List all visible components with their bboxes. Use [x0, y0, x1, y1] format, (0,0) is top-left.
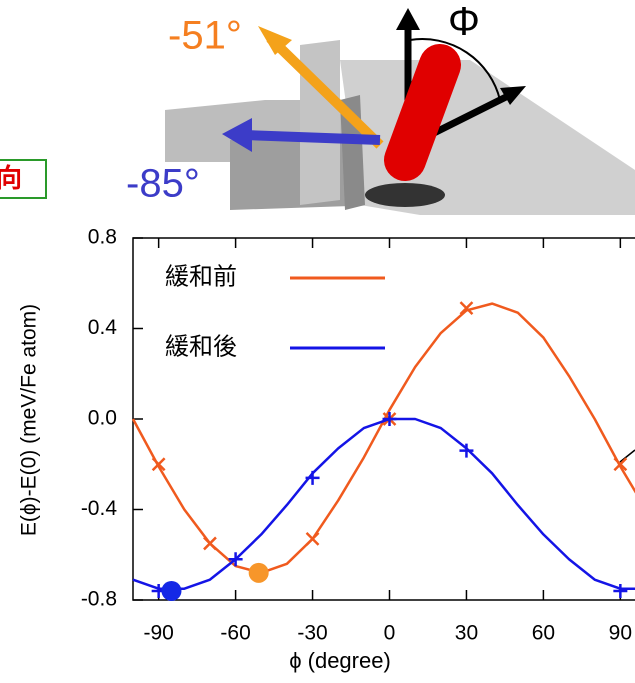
legend-label: 緩和後	[165, 333, 237, 360]
phi-label: Φ	[448, 0, 480, 44]
x-tick-label: 0	[384, 622, 396, 645]
y-tick-label: 0.8	[88, 226, 117, 249]
angle-label: -51°	[168, 14, 242, 58]
x-tick-label: 60	[532, 622, 555, 645]
note-text: 向	[0, 163, 22, 193]
point-marker	[204, 537, 216, 549]
y-axis-label: E(ϕ)-E(0) (meV/Fe atom)	[18, 304, 41, 536]
x-tick-label: -60	[220, 622, 250, 645]
y-tick-label: 0.4	[88, 316, 118, 339]
x-tick-label: -30	[297, 622, 327, 645]
x-tick-label: 30	[455, 622, 478, 645]
x-axis-label: ϕ (degree)	[289, 648, 391, 673]
x-tick-label: -90	[143, 622, 173, 645]
legend-label: 緩和前	[165, 263, 237, 290]
highlight-point	[161, 581, 181, 601]
leader	[620, 450, 635, 462]
y-tick-label: 0.0	[88, 407, 117, 430]
y-tick-label: -0.8	[81, 588, 117, 611]
x-tick-label: 90	[609, 622, 632, 645]
y-tick-label: -0.4	[81, 497, 118, 520]
curve	[133, 419, 635, 589]
point-marker	[307, 533, 319, 545]
highlight-point	[249, 563, 269, 583]
angle-label: -85°	[126, 162, 200, 206]
point-marker	[306, 471, 320, 485]
figure: -51° -85° Φ 向 ϕ (degree) E(ϕ)-E(0) (meV/…	[0, 0, 635, 683]
